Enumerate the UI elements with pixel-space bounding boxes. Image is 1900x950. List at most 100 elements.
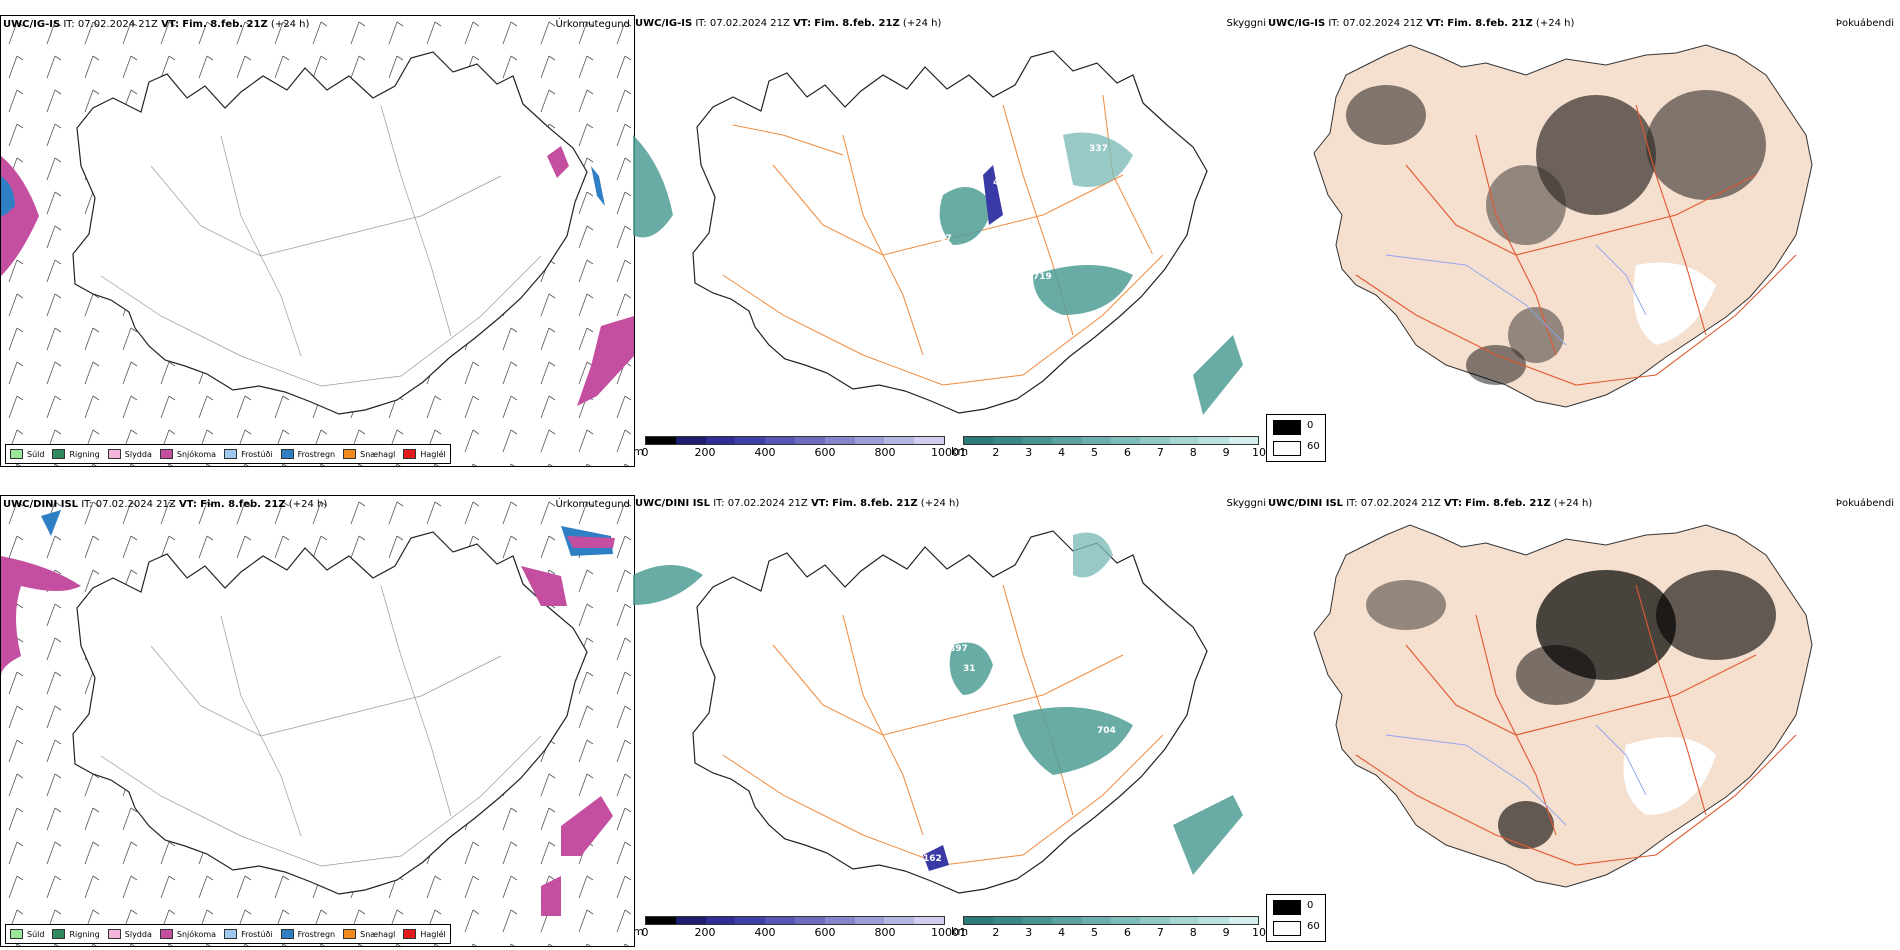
ceiling-value-label: 337 (1089, 144, 1108, 154)
ceiling-scale-tick-label: 600 (814, 926, 836, 939)
ceiling-scale-tick-label: 1000 (931, 926, 959, 939)
snow-area-east (521, 566, 567, 606)
visibility-scale-unit: km (951, 925, 969, 938)
ceiling-colorbar: m 0 200 400 600 800 1000 (633, 916, 959, 939)
snow-area-east (547, 146, 569, 178)
legend-label: Frostúði (241, 929, 273, 939)
precip-type-panel-row1: UWC/IG-IS IT: 07.02.2024 21Z VT: Fim. 8.… (0, 15, 635, 467)
roads (1355, 104, 1797, 386)
panel-title: UWC/DINI ISL IT: 07.02.2024 21Z VT: Fim.… (3, 499, 328, 510)
visibility-scale-segment (1228, 917, 1259, 924)
ceiling-scale-segment (854, 917, 885, 924)
legend-swatch (280, 929, 294, 939)
ceiling-value-label: 416 (1055, 182, 1074, 192)
teal-cloud-area-northeast (1063, 132, 1133, 187)
legend-swatch (159, 449, 173, 459)
visibility-scale-bar (963, 916, 1259, 925)
legend-item: Snjókoma (159, 449, 217, 459)
visibility-scale-tick-label: 5 (1091, 446, 1099, 459)
freezing-area-west (41, 510, 61, 536)
ceiling-scale-unit: m (633, 925, 644, 938)
legend-swatch (403, 449, 417, 459)
ceiling-labels: 471 416 267 335 719 337 281 (933, 144, 1164, 332)
visibility-scale-tick-label: 3 (1025, 446, 1033, 459)
cloud-panel-row2: 397 31 704 162 Skyggni UWC/DINI ISL IT: 07.… (633, 495, 1266, 945)
teal-cloud-area-west (633, 135, 673, 238)
visibility-scale-segment (1199, 437, 1229, 444)
roads (100, 105, 542, 387)
panel-title: UWC/DINI ISL IT: 07.02.2024 21Z VT: Fim.… (635, 498, 960, 509)
ceiling-scale-segment (735, 437, 766, 444)
ceiling-scale-segment (824, 917, 855, 924)
legend-swatch (403, 929, 417, 939)
ceiling-scale-segment (914, 917, 944, 924)
panel-title: UWC/IG-IS IT: 07.02.2024 21Z VT: Fim. 8.… (3, 19, 310, 30)
visibility-scale-segment (1052, 917, 1082, 924)
legend-item: Súld (10, 929, 44, 939)
fog-swatch-top (1273, 900, 1301, 915)
ceiling-value-label: 335 (1145, 248, 1164, 258)
ceiling-blue-area (923, 845, 949, 871)
snow-area-west (1, 156, 39, 276)
panel-label: Þokuábendi (1835, 18, 1894, 29)
ceiling-colorbar: m 0 200 400 600 800 1000 (633, 436, 959, 459)
fog-map-svg (1313, 44, 1813, 408)
visibility-scale-segment (1081, 917, 1112, 924)
teal-cloud-area-east (1033, 265, 1133, 315)
legend-swatch (224, 449, 238, 459)
precip-map-svg (1, 496, 634, 946)
model-name: UWC/IG-IS (3, 19, 61, 30)
visibility-colorbar: km 1 2 3 4 5 6 7 8 9 10 (951, 436, 1266, 459)
ceiling-scale-segment (854, 437, 885, 444)
visibility-scale-tick-label: 1 (959, 926, 967, 939)
roads (100, 585, 542, 867)
visibility-scale-tick-label: 4 (1058, 926, 1066, 939)
legend-item: Snæhagl (343, 929, 395, 939)
visibility-scale-tick-label: 7 (1156, 926, 1164, 939)
ceiling-scale-tick-label: 800 (874, 446, 896, 459)
visibility-scale-segment (993, 917, 1023, 924)
ceiling-scale-segment (646, 917, 676, 924)
legend-label: Haglél (420, 929, 446, 939)
cloud-map-svg: 397 31 704 162 (633, 530, 1243, 894)
visibility-scale-segment (1140, 917, 1170, 924)
snow-area-southeast (577, 316, 634, 406)
fog-swatch-bottom (1273, 441, 1301, 456)
visibility-scale-segment (1169, 917, 1200, 924)
visibility-scale-segment (1228, 437, 1259, 444)
precip-legend: Súld Rigning Slydda Snjókoma Frostúði Frostre… (5, 444, 451, 464)
ceiling-value-label: 704 (1097, 726, 1116, 736)
ceiling-scale-segment (765, 437, 795, 444)
visibility-scale-tick-label: 8 (1189, 926, 1197, 939)
ceiling-value-label: 31 (963, 664, 976, 674)
ceiling-blue-area (983, 165, 1003, 225)
visibility-scale-segment (1081, 437, 1112, 444)
legend-label: Frostregn (297, 929, 336, 939)
legend-swatch (159, 929, 173, 939)
visibility-scale-tick-label: 10 (1252, 446, 1266, 459)
ceiling-scale-unit: m (633, 445, 644, 458)
teal-cloud-area-southeast (1173, 795, 1243, 875)
snow-area-southeast (561, 796, 613, 856)
panel-title: UWC/IG-IS IT: 07.02.2024 21Z VT: Fim. 8.… (1268, 18, 1575, 29)
fog-panel-row2: UWC/DINI ISL IT: 07.02.2024 21Z VT: Fim.… (1266, 495, 1900, 945)
ceiling-value-label: 281 (979, 322, 998, 332)
visibility-scale-tick-label: 2 (992, 446, 1000, 459)
ceiling-value-label: 397 (949, 644, 968, 654)
panel-label: Skyggni (1226, 498, 1266, 509)
legend-swatch (107, 929, 121, 939)
legend-label: Snæhagl (360, 449, 396, 459)
ceiling-scale-segment (794, 917, 825, 924)
legend-swatch (10, 929, 23, 939)
ceiling-scale-segment (675, 917, 706, 924)
rivers (1385, 244, 1647, 346)
iceland-outline (692, 530, 1208, 894)
precip-legend: Súld Rigning Slydda Snjókoma Frostúði Frostre… (5, 924, 451, 944)
legend-label: Snjókoma (176, 449, 217, 459)
ceiling-scale-segment (765, 917, 795, 924)
legend-item: Snæhagl (343, 449, 395, 459)
visibility-scale-unit: km (951, 445, 969, 458)
cloud-map-svg: 471 416 267 335 719 337 281 (633, 50, 1243, 415)
legend-label: Slydda (124, 929, 152, 939)
fog-swatch-bottom (1273, 921, 1301, 936)
